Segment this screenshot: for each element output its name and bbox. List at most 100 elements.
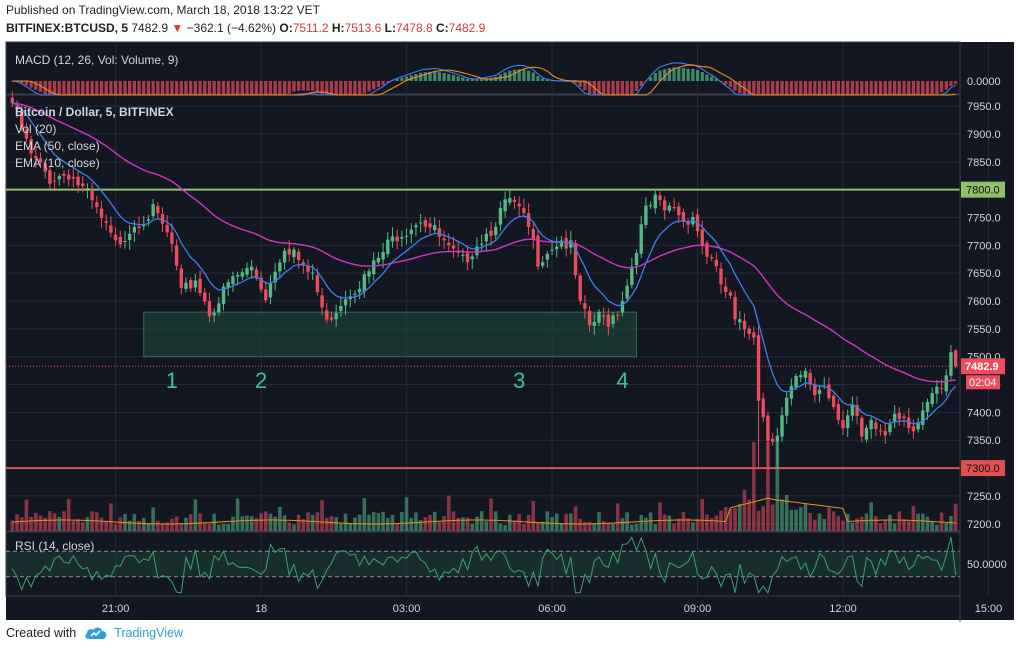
candle-body <box>606 314 611 327</box>
volume-bar <box>85 516 90 531</box>
macd-bar <box>273 81 277 95</box>
macd-bar <box>461 77 465 81</box>
volume-bar <box>141 517 146 531</box>
candle-body <box>531 229 535 239</box>
candle-body <box>752 332 756 338</box>
macd-bar <box>634 81 639 91</box>
macd-bar <box>38 81 43 92</box>
macd-bar <box>34 81 38 90</box>
volume-bar <box>709 517 714 531</box>
macd-bar <box>738 81 742 94</box>
volume-bar <box>639 515 644 531</box>
last-price: 7482.9 <box>131 21 169 35</box>
macd-bar <box>348 81 352 95</box>
candle-body <box>315 275 320 293</box>
macd-bar <box>902 81 906 95</box>
macd-bar <box>522 69 526 81</box>
volume-bar <box>559 522 564 531</box>
candle-body <box>339 305 343 311</box>
candle-body <box>414 225 418 228</box>
macd-bar <box>128 81 132 95</box>
macd-bar <box>81 81 85 95</box>
volume-bar <box>592 523 597 531</box>
volume-bar <box>118 517 123 531</box>
candle-body <box>573 243 578 276</box>
candle-body <box>254 269 259 279</box>
candle-body <box>869 419 873 430</box>
candle-body <box>944 375 948 392</box>
macd-bar <box>541 78 545 81</box>
candle-body <box>320 295 324 308</box>
macd-bar <box>85 81 90 95</box>
macd-bar <box>142 81 146 95</box>
macd-bar <box>95 81 99 95</box>
volume-bar <box>71 521 76 531</box>
volume-bar <box>371 512 376 531</box>
volume-bar <box>76 519 80 531</box>
macd-bar <box>160 81 165 95</box>
macd-bar <box>907 81 911 95</box>
candle-body <box>864 427 869 440</box>
macd-bar <box>860 81 864 95</box>
macd-bar <box>846 81 850 95</box>
volume-bar <box>676 518 681 531</box>
tradingview-link[interactable]: TradingView <box>114 626 183 640</box>
macd-bar <box>653 73 657 81</box>
candle-body <box>123 240 127 242</box>
volume-bar <box>794 509 798 531</box>
candle-body <box>99 208 104 218</box>
macd-bar <box>667 68 672 81</box>
volume-bar <box>479 511 484 531</box>
volume-bar <box>15 514 19 531</box>
macd-bar <box>808 81 812 95</box>
high-value: 7513.6 <box>344 21 382 35</box>
candle-body <box>658 195 662 200</box>
volume-bar <box>43 517 47 531</box>
volume-bar <box>339 523 343 531</box>
candle-body <box>770 438 775 442</box>
macd-tick-label: 0.0000 <box>967 76 1001 88</box>
macd-bar <box>878 81 883 95</box>
candle-body <box>700 229 704 246</box>
volume-bar <box>813 519 817 531</box>
candle-body <box>789 385 794 399</box>
candle-body <box>831 395 836 407</box>
candle-body <box>334 313 338 320</box>
candle-body <box>846 415 850 429</box>
macd-bar <box>531 72 535 81</box>
candle-body <box>592 321 596 326</box>
macd-bar <box>104 81 108 95</box>
macd-bar <box>705 74 709 81</box>
volume-bar <box>550 517 554 531</box>
candle-body <box>611 315 615 324</box>
volume-bar <box>883 519 888 531</box>
macd-bar <box>639 81 643 87</box>
macd-bar <box>381 81 385 86</box>
candle-body <box>306 266 310 272</box>
candle-body <box>916 422 920 430</box>
volume-bar <box>606 522 611 531</box>
candle-body <box>390 236 395 242</box>
volume-bar <box>925 516 930 531</box>
candle-body <box>437 228 442 237</box>
volume-bar <box>456 517 460 531</box>
volume-bar <box>57 516 62 531</box>
volume-bar <box>597 512 601 531</box>
candle-body <box>447 242 451 246</box>
candle-body <box>113 234 118 241</box>
macd-bar <box>587 81 592 94</box>
candle-body <box>620 301 625 313</box>
volume-bar <box>587 521 592 531</box>
volume-bar <box>874 516 878 531</box>
candle-body <box>409 229 413 234</box>
macd-bar <box>939 81 944 93</box>
macd-bar <box>822 81 826 95</box>
candle-body <box>939 387 944 389</box>
resistance-tag-label: 7800.0 <box>966 185 1000 197</box>
chart-canvas[interactable]: 1 2 3 4 MACD (12, 26, Vol: Volume, 9) Bitcoin… <box>0 38 1018 622</box>
candle-body <box>803 370 808 378</box>
volume-bar <box>207 523 212 531</box>
candle-body <box>325 310 329 320</box>
volume-bar <box>52 513 57 531</box>
macd-bar <box>451 75 456 81</box>
